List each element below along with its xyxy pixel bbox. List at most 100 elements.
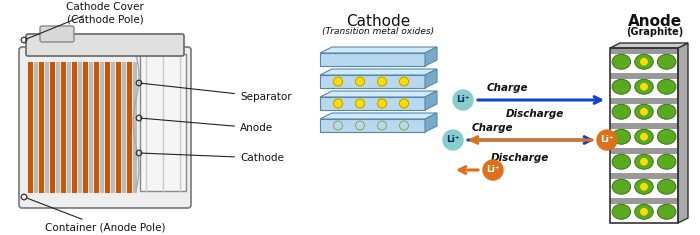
Text: Cathode Cover: Cathode Cover	[27, 2, 144, 39]
Text: (Graphite): (Graphite)	[626, 27, 684, 37]
Circle shape	[640, 59, 648, 65]
Ellipse shape	[657, 104, 676, 119]
Text: (Cathode Pole): (Cathode Pole)	[66, 15, 144, 25]
Circle shape	[333, 77, 342, 86]
Bar	[320, 53, 425, 66]
Bar	[45, 62, 50, 193]
Circle shape	[640, 184, 648, 190]
Ellipse shape	[635, 179, 653, 194]
Circle shape	[640, 84, 648, 90]
Circle shape	[400, 99, 409, 108]
Bar	[132, 62, 137, 193]
Bar	[66, 62, 71, 193]
Bar	[105, 62, 110, 193]
Bar	[116, 62, 121, 193]
Circle shape	[377, 77, 386, 86]
Circle shape	[640, 208, 648, 215]
Ellipse shape	[635, 79, 653, 94]
Ellipse shape	[612, 104, 631, 119]
Ellipse shape	[657, 204, 676, 219]
Bar	[34, 62, 38, 193]
Bar	[122, 62, 127, 193]
Bar	[610, 148, 678, 153]
Circle shape	[483, 160, 503, 180]
Ellipse shape	[635, 54, 653, 69]
Bar	[50, 62, 55, 193]
Circle shape	[443, 130, 463, 150]
Ellipse shape	[612, 129, 631, 144]
Circle shape	[640, 109, 648, 115]
Bar	[72, 62, 77, 193]
FancyBboxPatch shape	[140, 54, 186, 191]
Circle shape	[400, 77, 409, 86]
Bar	[610, 173, 678, 179]
Bar	[111, 62, 116, 193]
Circle shape	[356, 121, 365, 130]
Bar	[28, 62, 33, 193]
Bar	[610, 98, 678, 103]
Bar	[127, 62, 132, 193]
Ellipse shape	[657, 79, 676, 94]
FancyBboxPatch shape	[19, 47, 191, 208]
Bar	[55, 62, 60, 193]
Bar	[320, 119, 425, 132]
Text: Li⁺: Li⁺	[456, 95, 470, 105]
Ellipse shape	[635, 154, 653, 169]
Text: Anode: Anode	[142, 118, 273, 133]
Bar	[320, 97, 425, 110]
Polygon shape	[320, 47, 437, 53]
Ellipse shape	[635, 204, 653, 219]
Text: Separator: Separator	[142, 83, 292, 102]
Bar	[610, 123, 678, 129]
Bar	[610, 198, 678, 204]
Text: Li⁺: Li⁺	[447, 136, 460, 145]
FancyBboxPatch shape	[26, 34, 184, 56]
Circle shape	[597, 130, 617, 150]
Circle shape	[333, 121, 342, 130]
Ellipse shape	[657, 54, 676, 69]
Text: Li⁺: Li⁺	[486, 165, 500, 175]
Polygon shape	[320, 113, 437, 119]
Text: (Transition metal oxides): (Transition metal oxides)	[322, 27, 434, 36]
Bar	[83, 62, 88, 193]
Text: Discharge: Discharge	[506, 109, 564, 119]
Ellipse shape	[635, 104, 653, 119]
Polygon shape	[425, 91, 437, 110]
Circle shape	[400, 121, 409, 130]
Ellipse shape	[657, 129, 676, 144]
Circle shape	[377, 99, 386, 108]
Bar	[610, 73, 678, 78]
Ellipse shape	[657, 154, 676, 169]
Ellipse shape	[612, 154, 631, 169]
Bar	[78, 62, 83, 193]
Polygon shape	[425, 69, 437, 88]
Bar	[610, 48, 678, 54]
Text: Charge: Charge	[471, 123, 512, 133]
FancyBboxPatch shape	[40, 26, 74, 42]
Polygon shape	[425, 47, 437, 66]
Bar	[61, 62, 66, 193]
Text: Anode: Anode	[628, 14, 682, 29]
Ellipse shape	[612, 79, 631, 94]
Polygon shape	[320, 91, 437, 97]
Text: Li⁺: Li⁺	[601, 136, 614, 145]
Circle shape	[640, 133, 648, 140]
Ellipse shape	[612, 204, 631, 219]
Polygon shape	[610, 43, 688, 48]
Polygon shape	[425, 113, 437, 132]
Polygon shape	[678, 43, 688, 223]
Circle shape	[356, 99, 365, 108]
Bar	[39, 62, 44, 193]
Text: Discharge: Discharge	[491, 153, 549, 163]
Ellipse shape	[657, 179, 676, 194]
Bar	[320, 75, 425, 88]
Bar	[610, 48, 678, 223]
Bar	[94, 62, 99, 193]
Text: Cathode: Cathode	[142, 153, 284, 163]
Circle shape	[333, 99, 342, 108]
Bar	[88, 62, 94, 193]
Ellipse shape	[612, 54, 631, 69]
Text: Container (Anode Pole): Container (Anode Pole)	[27, 198, 165, 233]
Bar	[99, 62, 104, 193]
Ellipse shape	[612, 179, 631, 194]
